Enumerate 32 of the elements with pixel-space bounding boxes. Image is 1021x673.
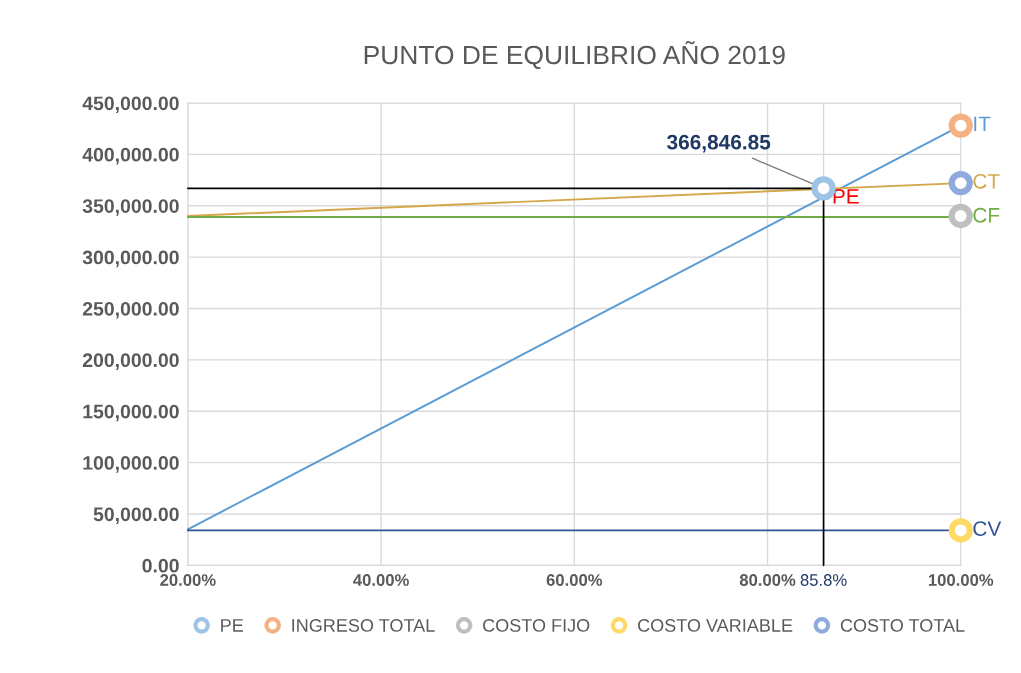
legend-label: INGRESO TOTAL: [292, 619, 435, 632]
y-tick-label: 150,000.00: [83, 404, 179, 422]
annotation: PE: [833, 189, 859, 204]
y-tick-label: 400,000.00: [82, 147, 179, 165]
series-label: CT: [973, 173, 1000, 189]
y-tick-label: 450,000.00: [82, 96, 179, 114]
chart-title: PUNTO DE EQUILIBRIO AÑO 2019: [364, 40, 785, 70]
legend-label: COSTO VARIABLE: [638, 619, 793, 632]
point: [948, 113, 973, 138]
legend-label: PE: [221, 619, 243, 632]
legend-label: COSTO TOTAL: [840, 619, 965, 632]
point: [948, 518, 973, 543]
x-tick-label: 20.00%: [160, 574, 216, 586]
y-tick-label: 250,000.00: [82, 301, 179, 319]
y-tick-label: 350,000.00: [82, 199, 179, 216]
series-label: IT: [974, 116, 991, 131]
data-label: 366,846.85: [667, 134, 771, 153]
y-tick-label: 200,000.00: [82, 353, 179, 370]
x-tick-label: 40.00%: [353, 574, 409, 586]
x-tick-label: 60.00%: [546, 574, 603, 586]
legend-label: COSTO FIJO: [483, 619, 590, 632]
series-label: CV: [973, 521, 1002, 536]
y-tick-label: 50,000.00: [93, 507, 179, 524]
x-tick-label: 100.00%: [928, 574, 994, 586]
series-label: CF: [973, 207, 1000, 223]
y-tick-label: 300,000.00: [82, 250, 179, 268]
x-tick-label: 85.8%: [800, 574, 847, 586]
point: [948, 203, 973, 229]
point: [948, 170, 973, 196]
x-tick-label: 80.00%: [739, 574, 796, 586]
y-tick-label: 0.00: [142, 558, 179, 573]
y-tick-label: 100,000.00: [83, 456, 179, 473]
